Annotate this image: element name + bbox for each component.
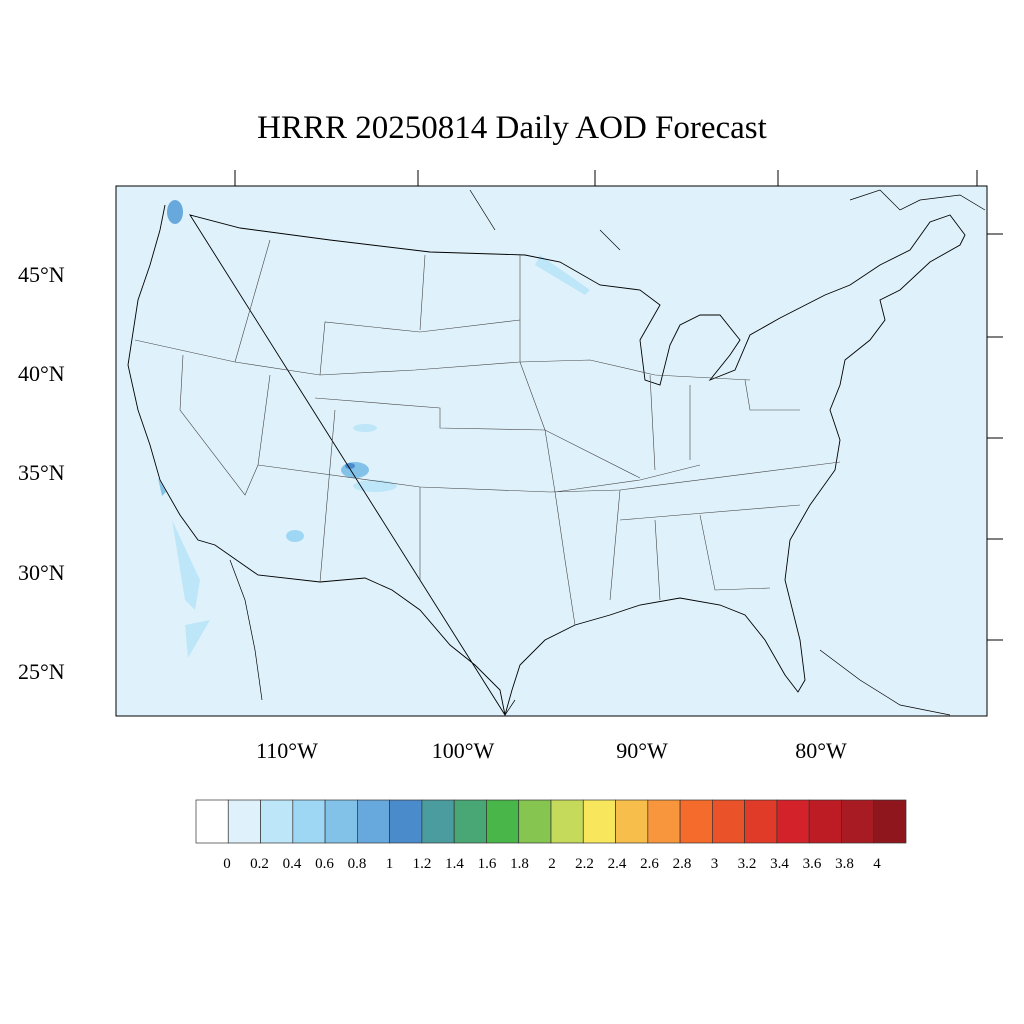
colorbar-box bbox=[647, 799, 681, 844]
colorbar-box bbox=[260, 799, 294, 844]
colorbar-label: 0.6 bbox=[315, 856, 334, 872]
aod-patch bbox=[286, 530, 304, 542]
colorbar-label: 0.2 bbox=[250, 856, 269, 872]
conus-outline bbox=[127, 204, 966, 717]
colorbar-box bbox=[421, 799, 455, 844]
colorbar-label: 2.2 bbox=[575, 856, 594, 872]
lon-label: 90°W bbox=[616, 738, 668, 763]
colorbar-box bbox=[292, 799, 326, 844]
colorbar-box bbox=[615, 799, 649, 844]
colorbar-box bbox=[873, 799, 907, 844]
colorbar-box bbox=[550, 799, 584, 844]
colorbar-label: 4 bbox=[873, 856, 881, 872]
colorbar-box bbox=[679, 799, 713, 844]
aod-patch bbox=[172, 520, 200, 610]
lat-label: 25°N bbox=[18, 659, 65, 684]
colorbar-label: 2 bbox=[548, 856, 556, 872]
aod-patch bbox=[158, 478, 166, 496]
colorbar-label: 0.8 bbox=[347, 856, 367, 872]
neighbor-coastlines bbox=[229, 189, 986, 716]
colorbar-label: 0 bbox=[223, 856, 231, 872]
aod-patch bbox=[185, 620, 210, 658]
colorbar-box bbox=[744, 799, 778, 844]
colorbar-box bbox=[808, 799, 842, 844]
colorbar-label: 1.8 bbox=[510, 856, 529, 872]
colorbar-box bbox=[195, 799, 229, 844]
aod-patch bbox=[353, 424, 377, 432]
colorbar bbox=[195, 799, 907, 844]
colorbar-box bbox=[389, 799, 423, 844]
colorbar-label: 2.4 bbox=[607, 856, 627, 872]
colorbar-box bbox=[357, 799, 390, 844]
lat-label: 45°N bbox=[18, 262, 65, 287]
colorbar-box bbox=[841, 799, 875, 844]
aod-patch bbox=[353, 480, 397, 492]
colorbar-label: 1.4 bbox=[445, 856, 464, 872]
colorbar-box bbox=[712, 799, 745, 844]
aod-patch bbox=[167, 200, 183, 224]
colorbar-box bbox=[776, 799, 810, 844]
colorbar-label: 3.6 bbox=[802, 856, 822, 872]
colorbar-box bbox=[582, 799, 616, 844]
lat-label: 35°N bbox=[18, 460, 65, 485]
colorbar-box bbox=[453, 799, 487, 844]
colorbar-box bbox=[227, 799, 261, 844]
lat-label: 30°N bbox=[18, 560, 65, 585]
colorbar-label: 1.6 bbox=[477, 856, 497, 872]
colorbar-label: 1 bbox=[385, 856, 394, 872]
colorbar-label: 3.4 bbox=[770, 856, 789, 872]
colorbar-box bbox=[324, 799, 358, 844]
lon-label: 100°W bbox=[431, 738, 495, 763]
state-boundaries bbox=[134, 239, 841, 626]
aod-patch bbox=[341, 462, 369, 478]
map-frame bbox=[115, 185, 988, 717]
colorbar-box bbox=[486, 799, 520, 844]
lon-label: 110°W bbox=[256, 738, 318, 763]
colorbar-label: 2.8 bbox=[672, 856, 692, 872]
lat-label: 40°N bbox=[18, 361, 65, 386]
lon-label: 80°W bbox=[795, 738, 847, 763]
aod-patch bbox=[535, 255, 590, 295]
colorbar-box bbox=[518, 799, 552, 844]
colorbar-label: 1.2 bbox=[412, 856, 432, 872]
colorbar-label: 3.2 bbox=[737, 856, 757, 872]
colorbar-label: 3 bbox=[710, 856, 719, 872]
colorbar-label: 2.6 bbox=[640, 856, 659, 872]
map-title: HRRR 20250814 Daily AOD Forecast bbox=[257, 110, 767, 146]
colorbar-label: 3.8 bbox=[835, 856, 854, 872]
colorbar-label: 0.4 bbox=[282, 856, 302, 872]
axis-ticks bbox=[234, 170, 1003, 641]
